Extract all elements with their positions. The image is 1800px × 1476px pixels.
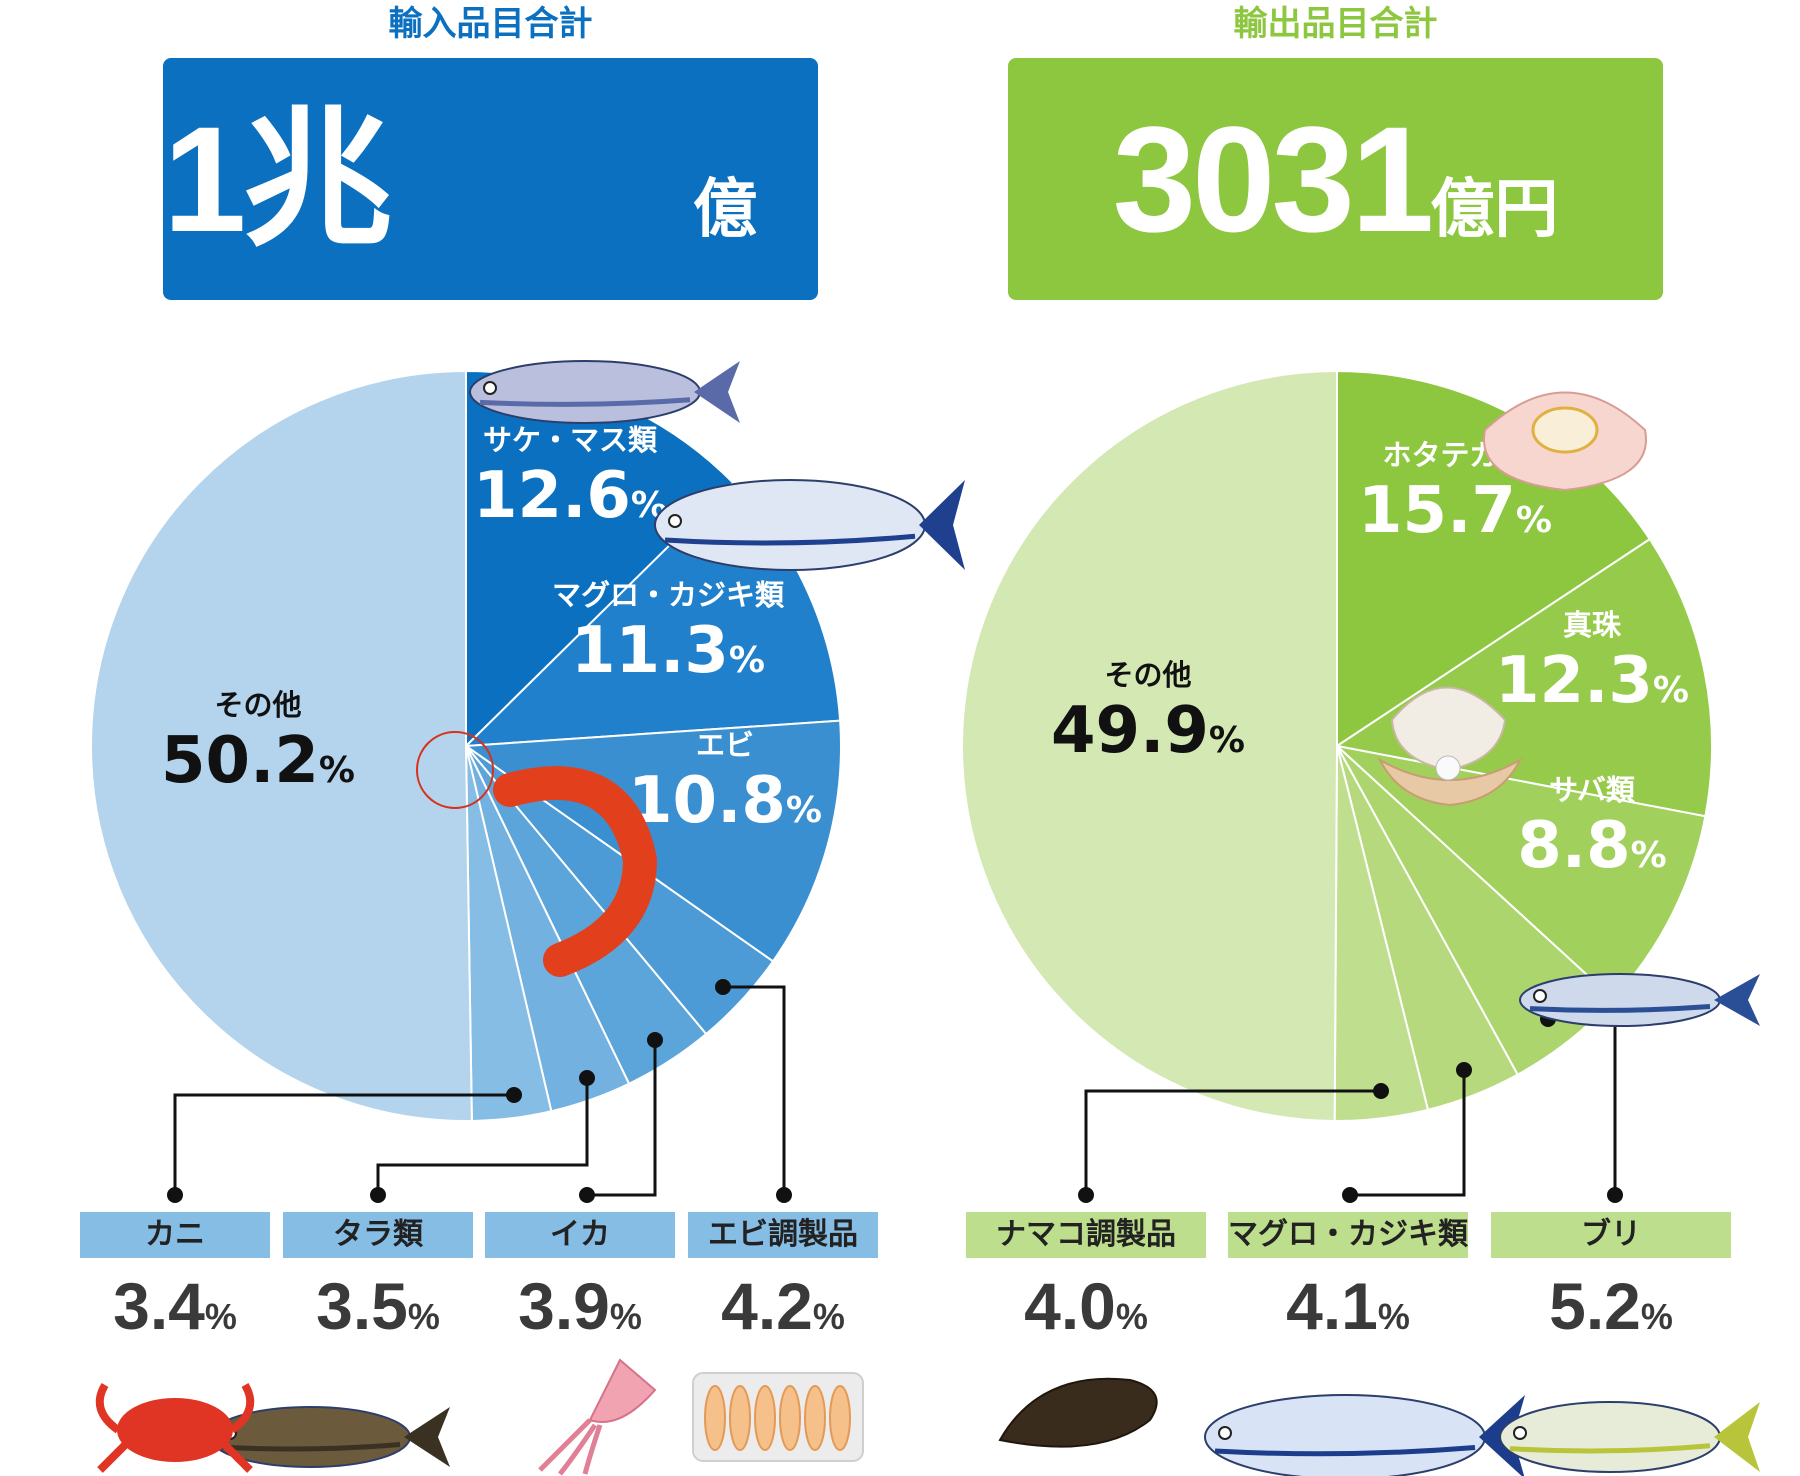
callout-line xyxy=(1084,1089,1381,1195)
callout-dot xyxy=(1342,1187,1358,1203)
callout-dot xyxy=(579,1187,595,1203)
callout-line xyxy=(587,1040,657,1197)
callout-tag: マグロ・カジキ類 xyxy=(1228,1212,1468,1258)
pie-slice xyxy=(1336,745,1615,1076)
callout-tag: ブリ xyxy=(1491,1212,1731,1258)
slice-value: 8.8% xyxy=(1517,809,1666,883)
callout-value: 4.1% xyxy=(1286,1269,1410,1343)
squid-icon xyxy=(538,1358,657,1476)
export-header: 輸出品目合計 xyxy=(1233,4,1438,44)
shrimp-tray-icon xyxy=(692,1372,864,1462)
callout-tag: カニ xyxy=(80,1212,270,1258)
pie-slice xyxy=(1333,745,1430,1122)
callout-line xyxy=(173,1093,514,1195)
callout-dot xyxy=(1540,1011,1556,1027)
pearl-oyster-icon xyxy=(1377,686,1523,807)
callout-value: 5.2% xyxy=(1549,1269,1673,1343)
crab-icon xyxy=(95,1382,255,1473)
slice-value: 15.7% xyxy=(1358,474,1552,548)
callout-dot xyxy=(1607,1187,1623,1203)
callout-tag: イカ xyxy=(485,1212,675,1258)
export-total-value: 3031 xyxy=(1112,95,1435,263)
slice-label: マグロ・カジキ類 xyxy=(552,578,785,612)
pie-slice xyxy=(1336,369,1652,748)
import-total-unit: 億円 xyxy=(693,173,758,487)
callout-dot xyxy=(1373,1083,1389,1099)
callout-tag: タラ類 xyxy=(283,1212,473,1258)
slice-value: 10.8% xyxy=(628,764,822,838)
mackerel-icon xyxy=(1519,973,1760,1027)
callout-line xyxy=(376,1078,589,1195)
import-total-box: 1兆7910 億円 xyxy=(163,58,818,505)
callout-line xyxy=(1548,1017,1617,1195)
cod-icon xyxy=(209,1406,450,1468)
callout-dot xyxy=(715,979,731,995)
callout-value: 3.5% xyxy=(316,1269,440,1343)
slice-label: 真珠 xyxy=(1563,608,1622,642)
pie-slice xyxy=(961,369,1338,1122)
slice-value: 50.2% xyxy=(161,724,355,798)
callout-dot xyxy=(1456,1062,1472,1078)
callout-dot xyxy=(506,1087,522,1103)
pie-slice xyxy=(1334,537,1713,818)
export-total-unit: 億円 xyxy=(1430,173,1559,245)
callout-dot xyxy=(776,1187,792,1203)
callout-tag: エビ調製品 xyxy=(688,1212,878,1258)
scallop-icon xyxy=(1483,391,1647,492)
callout-dot xyxy=(1078,1187,1094,1203)
callout-dot xyxy=(370,1187,386,1203)
pie-slice xyxy=(465,745,708,1086)
slice-label: サバ類 xyxy=(1549,773,1636,807)
callout-line xyxy=(1350,1070,1466,1197)
callout-dot xyxy=(647,1032,663,1048)
shrimp-icon xyxy=(416,731,658,977)
yellowtail-icon xyxy=(1499,1401,1760,1473)
pie-slice xyxy=(1336,745,1520,1112)
slice-value: 12.3% xyxy=(1495,644,1689,718)
callout-dot xyxy=(579,1070,595,1086)
callout-value: 4.0% xyxy=(1024,1269,1148,1343)
callout-value: 3.9% xyxy=(518,1269,642,1343)
slice-value: 49.9% xyxy=(1051,694,1245,768)
pie-slice xyxy=(465,745,775,1036)
pie-slice xyxy=(463,719,842,963)
import-header: 輸入品目合計 xyxy=(388,4,593,44)
slice-label: ホタテガイ xyxy=(1382,438,1527,472)
import-total-value: 1兆7910 xyxy=(163,95,485,505)
slice-label: エビ xyxy=(696,728,754,762)
callout-dot xyxy=(167,1187,183,1203)
tuna-small-icon xyxy=(1204,1394,1525,1476)
callout-value: 4.2% xyxy=(721,1269,845,1343)
callout-value: 3.4% xyxy=(113,1269,237,1343)
slice-value: 11.3% xyxy=(571,614,765,688)
slice-label: その他 xyxy=(214,688,301,722)
callout-tag: ナマコ調製品 xyxy=(966,1212,1206,1258)
pie-slice xyxy=(465,745,553,1122)
pie-slice xyxy=(1333,744,1707,1001)
callout-line xyxy=(723,985,786,1195)
sea-cucumber-icon xyxy=(998,1377,1158,1448)
slice-label: その他 xyxy=(1104,658,1191,692)
export-total-box: 3031 億円 xyxy=(1008,58,1663,300)
pie-slice xyxy=(465,745,631,1113)
